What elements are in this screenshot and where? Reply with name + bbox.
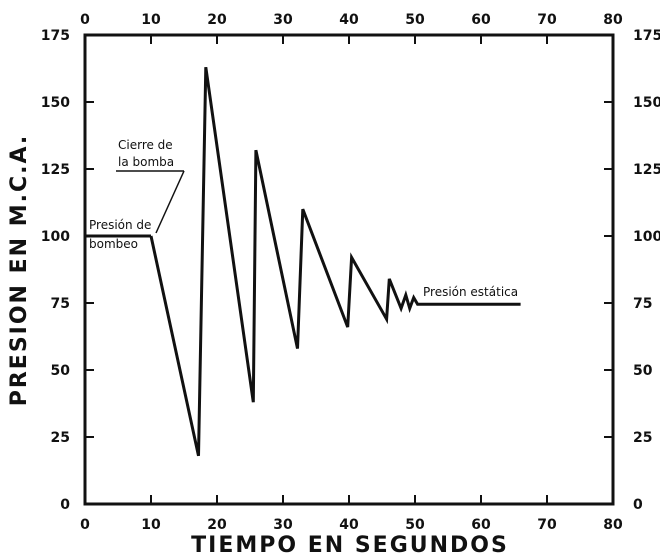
y-tick-label-100: 100 [41, 229, 70, 245]
annotation-leader-line [155, 170, 185, 234]
y-tick-label-75: 75 [51, 296, 70, 312]
plot-frame [83, 33, 615, 506]
y-tick-label-right-175: 175 [633, 28, 660, 44]
x-axis-title: TIEMPO EN SEGUNDOS [191, 533, 509, 555]
y-tick-label-0: 0 [60, 497, 70, 513]
annotation-pump-shutoff-line: Cierre de [118, 138, 173, 152]
x-tick-label-80: 80 [603, 517, 623, 533]
y-tick-label-right-100: 100 [633, 229, 660, 245]
y-axis-title: PRESION EN M.C.A. [7, 134, 32, 407]
x-tick-label-top-20: 20 [207, 12, 227, 28]
x-tick-label-top-40: 40 [339, 12, 359, 28]
series-layer [85, 66, 521, 457]
x-tick-label-40: 40 [339, 517, 359, 533]
y-tick-label-right-75: 75 [633, 296, 652, 312]
x-tick-label-60: 60 [471, 517, 491, 533]
y-tick-label-50: 50 [51, 363, 71, 379]
x-tick-label-top-30: 30 [273, 12, 293, 28]
y-tick-label-right-125: 125 [633, 162, 660, 178]
y-tick-label-right-0: 0 [633, 497, 643, 513]
x-tick-label-50: 50 [405, 517, 425, 533]
y-tick-label-150: 150 [41, 95, 70, 111]
x-tick-label-0: 0 [80, 517, 90, 533]
annotation-pumping-pressure-line: Presión de [89, 218, 151, 232]
annotation-pumping-pressure: Presión de bombeo [89, 218, 151, 251]
pressure-series-line [149, 66, 521, 457]
x-tick-label-top-80: 80 [603, 12, 623, 28]
x-tick-label-top-0: 0 [80, 12, 90, 28]
ticks-layer [85, 35, 613, 504]
y-tick-label-125: 125 [41, 162, 70, 178]
y-tick-label-right-150: 150 [633, 95, 660, 111]
x-tick-label-top-60: 60 [471, 12, 491, 28]
y-tick-label-25: 25 [51, 430, 70, 446]
x-tick-label-10: 10 [141, 517, 161, 533]
x-tick-label-top-50: 50 [405, 12, 425, 28]
y-tick-label-right-50: 50 [633, 363, 653, 379]
annotation-pumping-pressure-line: bombeo [89, 237, 138, 251]
annotation-static-pressure: Presión estática [423, 285, 518, 299]
x-tick-label-top-10: 10 [141, 12, 161, 28]
annotation-pump-shutoff-line: la bomba [118, 155, 174, 169]
y-tick-label-175: 175 [41, 28, 70, 44]
annotation-pump-shutoff: Cierre de la bomba [118, 138, 174, 169]
annotations-layer: Presión de bombeo Cierre de la bomba Presión… [89, 138, 518, 299]
x-tick-label-20: 20 [207, 517, 227, 533]
y-tick-label-right-25: 25 [633, 430, 652, 446]
x-tick-label-top-70: 70 [537, 12, 557, 28]
x-tick-label-70: 70 [537, 517, 557, 533]
x-tick-label-30: 30 [273, 517, 293, 533]
